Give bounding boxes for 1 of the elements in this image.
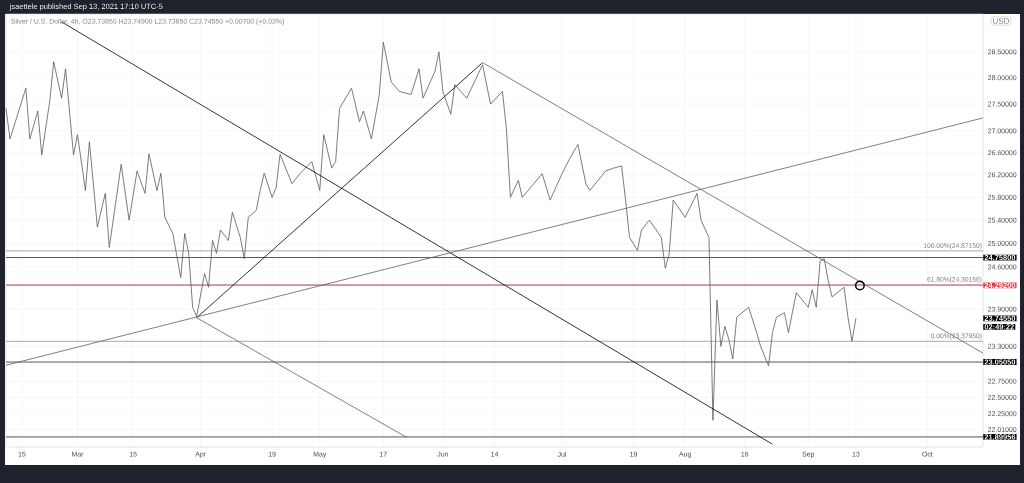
y-axis-title: USD — [993, 18, 1010, 24]
